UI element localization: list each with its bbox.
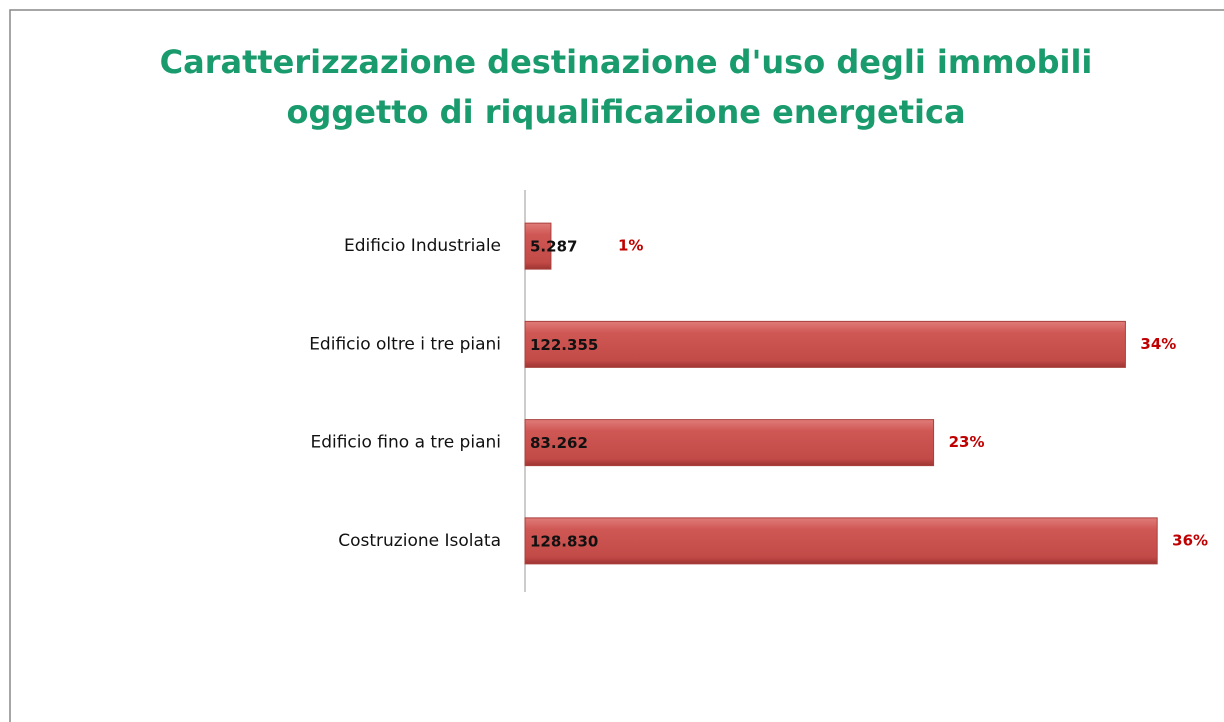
y-tick-label: Edificio fino a tre piani xyxy=(310,433,501,453)
bar xyxy=(524,419,935,467)
share-label: 23% xyxy=(949,433,985,451)
y-tick-label: Edificio oltre i tre piani xyxy=(309,334,501,354)
bar xyxy=(524,517,1158,565)
chart-title: Caratterizzazione destinazione d'uso deg… xyxy=(160,43,1093,81)
y-tick-label: Edificio Industriale xyxy=(344,236,501,256)
value-label: 5.287 xyxy=(530,238,577,256)
chart-title: oggetto di riqualificazione energetica xyxy=(286,93,965,131)
bar xyxy=(524,222,552,270)
value-label: 122.355 xyxy=(530,336,598,354)
y-tick-label: Costruzione Isolata xyxy=(338,531,501,551)
bar xyxy=(524,320,1126,368)
value-label: 128.830 xyxy=(530,532,598,550)
share-label: 36% xyxy=(1172,531,1208,549)
share-label: 1% xyxy=(618,237,643,255)
share-label: 34% xyxy=(1140,335,1176,353)
value-label: 83.262 xyxy=(530,434,588,452)
